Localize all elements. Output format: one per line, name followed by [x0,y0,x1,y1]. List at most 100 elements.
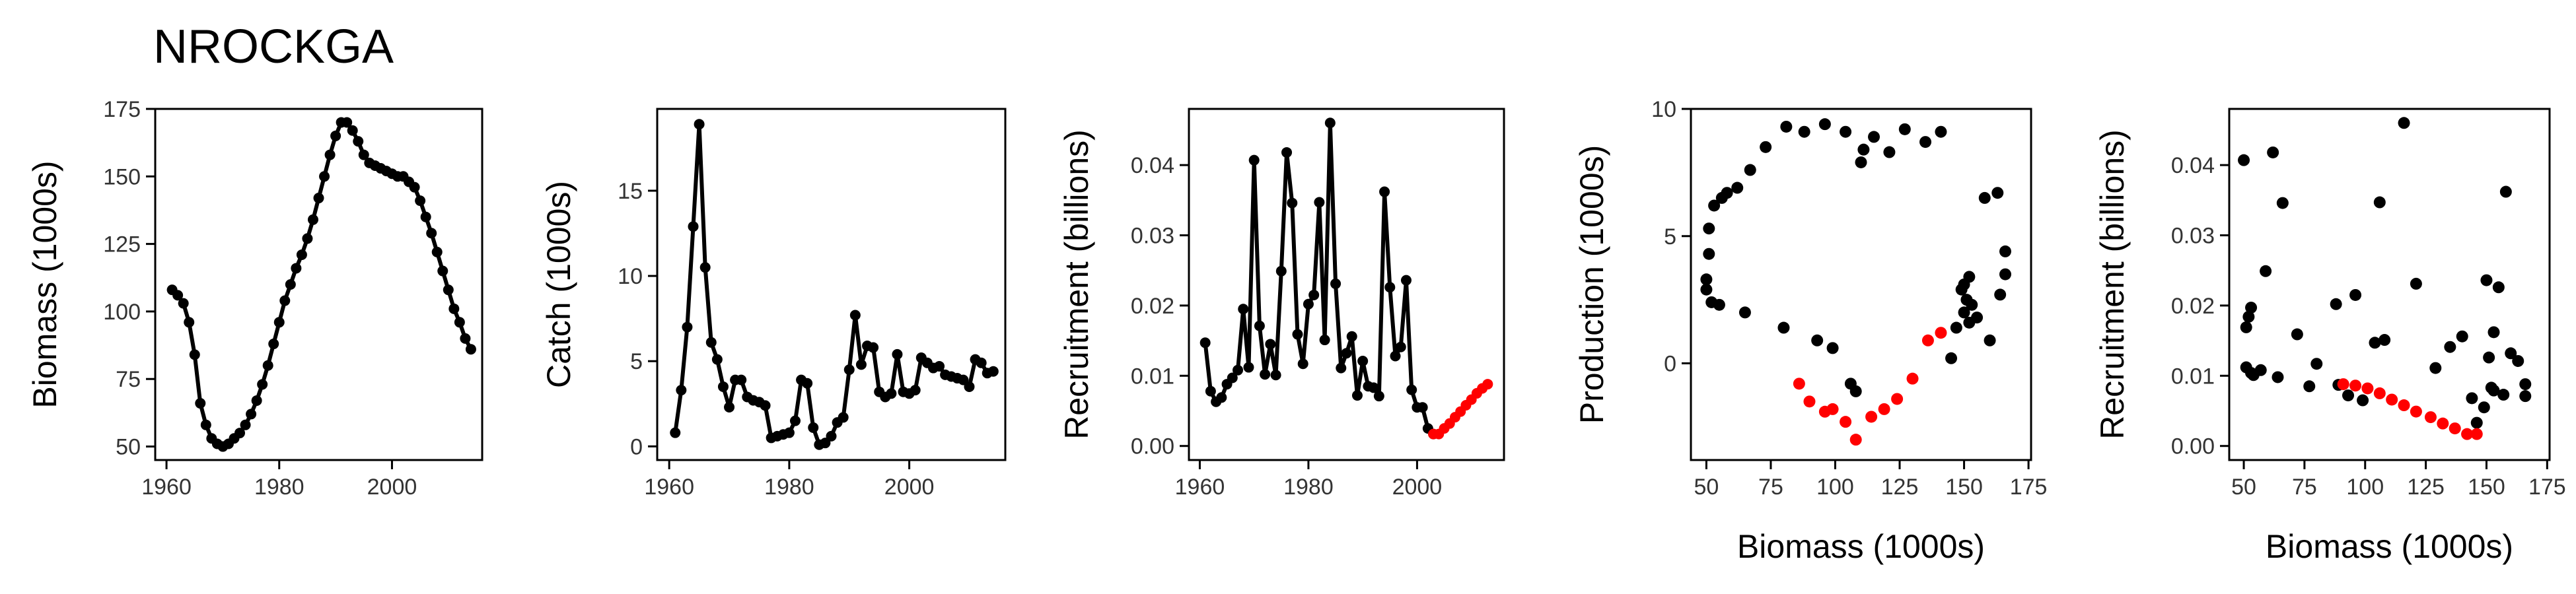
data-point [2242,310,2255,323]
data-point [976,357,987,368]
data-point [178,298,189,309]
data-point [2483,351,2495,364]
data-point [1216,392,1227,403]
x-tick-label: 1980 [1283,475,1334,500]
data-point [1919,136,1932,148]
data-point [1891,393,1904,405]
data-point [1368,382,1379,393]
x-tick-label: 1960 [644,475,694,500]
data-point [1482,379,1493,390]
plot-frame [2228,108,2551,461]
data-point [1314,197,1325,208]
data-point [1275,265,1287,277]
data-point [1780,120,1793,133]
data-point [246,409,257,420]
data-point [1963,271,1976,283]
y-tick-label: 0 [1664,352,1676,377]
data-point [2444,341,2456,353]
data-point [1238,304,1249,315]
series-line-1 [673,122,994,447]
data-point [1406,384,1417,395]
data-point [838,412,849,423]
data-point [1994,288,2007,301]
panel-3: 1960 1980 2000 0.00 0.01 0.02 0.03 0.04 Recruitm… [1058,108,1505,500]
data-point [2276,197,2289,209]
data-point [1700,273,1713,286]
data-point [2349,380,2362,392]
x-tick-label: 125 [1881,475,1919,500]
x-tick-label: 50 [1694,475,1719,500]
data-point [1303,298,1314,310]
y-tick-label: 0 [630,434,643,459]
data-point [184,317,195,328]
data-point [1400,275,1412,286]
data-point [2349,288,2362,301]
data-point [2512,354,2524,367]
data-point [409,182,420,193]
data-point [1971,312,1984,324]
y-tick-label: 0.00 [2171,434,2215,459]
data-point [251,395,262,406]
data-point [2245,302,2258,314]
data-point [324,149,336,160]
y-axis-label: Production (1000s) [1573,145,1610,424]
data-point [2238,154,2250,166]
data-point [1826,403,1839,415]
data-point [1849,385,1862,397]
data-point [2492,281,2505,294]
y-tick-label: 0.03 [2171,224,2215,249]
y-tick-label: 10 [618,264,643,289]
data-point [443,284,454,296]
y-tick-label: 50 [116,435,141,460]
x-axis-label: Biomass (1000s) [1737,528,1985,565]
series-line-1 [170,120,473,449]
data-point [2342,389,2355,402]
data-point [2449,422,2461,435]
data-point [892,348,903,360]
data-point [682,321,693,333]
data-point [2337,378,2349,391]
data-point [783,427,795,438]
data-point [291,263,302,274]
data-point [2429,362,2442,374]
data-point [2499,185,2512,198]
data-point [313,193,324,204]
data-point [1898,123,1911,135]
plot-frame [1188,108,1505,461]
x-tick-label: 1960 [1175,475,1225,500]
data-point [717,381,729,392]
x-tick-label: 150 [2468,475,2505,500]
data-point [1351,390,1363,401]
x-tick-label: 100 [2346,475,2384,500]
x-tick-label: 175 [2528,475,2566,500]
data-point [1390,350,1401,362]
data-point [1703,222,1715,235]
data-point [1292,329,1303,340]
data-point [1731,182,1744,194]
data-point [910,385,921,396]
data-point [1700,283,1713,296]
data-point [2478,401,2490,414]
data-point [1297,358,1308,370]
data-point [341,117,353,128]
x-tick-label: 100 [1816,475,1854,500]
data-point [1826,342,1839,354]
data-point [2456,330,2468,343]
data-point [448,303,460,314]
data-point [1319,335,1330,346]
data-point [1857,143,1870,156]
y-tick-label: 175 [103,97,141,122]
panel-5: 50 75 100 125 150 175 0.00 0.01 0.02 0.03 0.04 Recr… [2094,108,2566,565]
data-point [2254,364,2267,376]
data-point [1357,355,1369,366]
data-point [868,342,879,353]
data-point [1991,187,2004,199]
data-point [688,221,699,232]
data-point [257,379,268,390]
data-point [1341,348,1352,359]
data-point [1849,434,1862,446]
data-point [802,378,813,389]
data-point [760,400,771,411]
data-point [2480,274,2493,286]
data-point [2373,196,2386,209]
